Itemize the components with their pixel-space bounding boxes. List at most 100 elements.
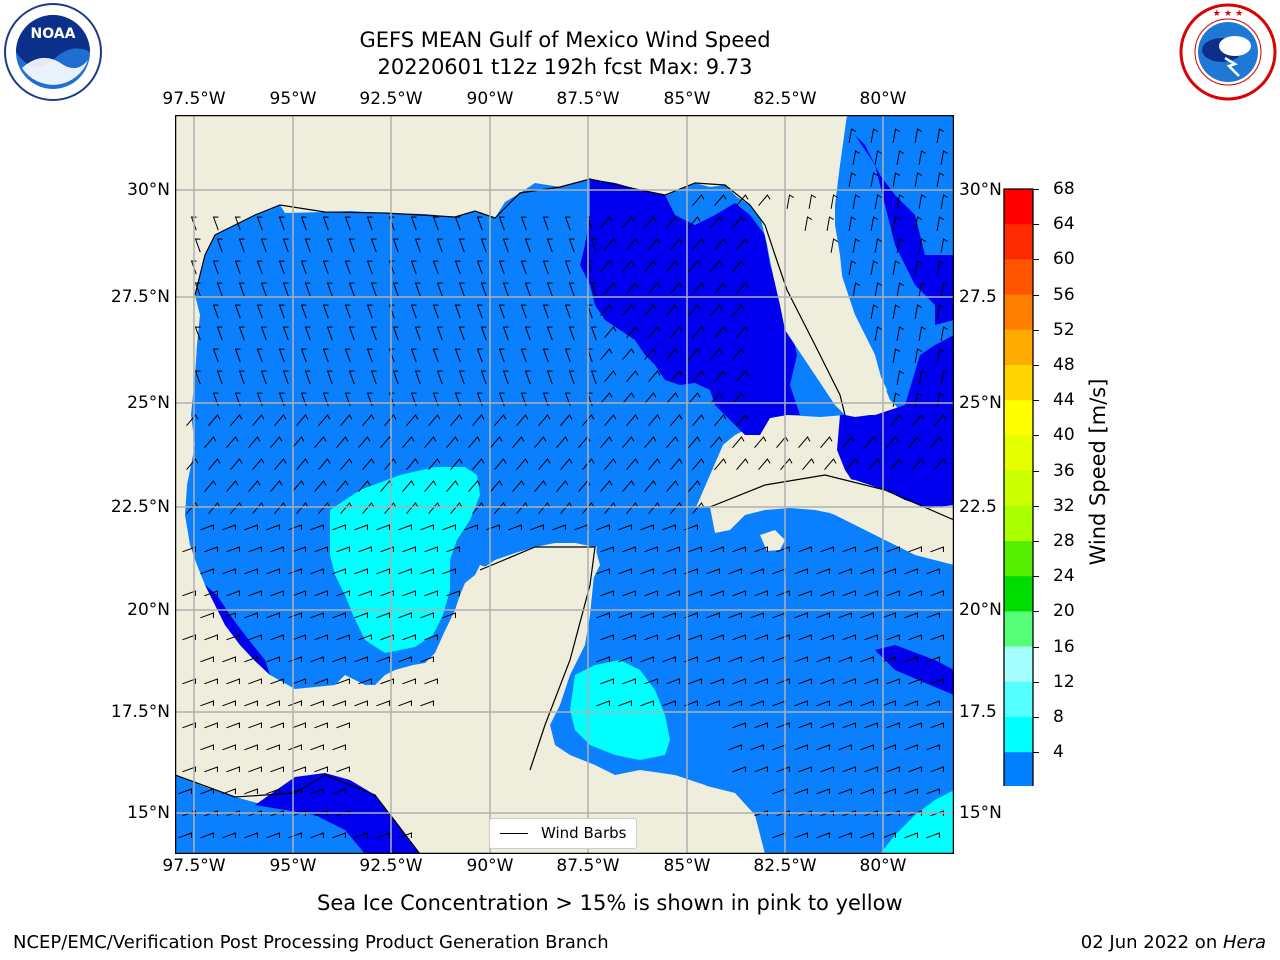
wind-barb [560,458,573,471]
wind-barb [314,634,329,641]
wind-barb [732,348,745,361]
wind-barb [244,656,259,663]
wind-barb [454,348,461,363]
colorbar-segment [1004,470,1033,507]
wind-barb [892,172,901,187]
footer-date-text: 02 Jun 2022 on [1080,932,1223,953]
wind-barb [936,260,945,275]
wind-barb [604,282,617,295]
colorbar-segment [1004,224,1033,260]
wind-barb [424,634,439,641]
wind-barb [260,282,267,297]
wind-barb [420,700,435,707]
wind-barb [776,810,791,817]
wind-barb [798,634,813,641]
wind-barb [454,392,461,407]
high-wind-region-bay-of-campeche [330,467,480,653]
noaa-logo: NOAA [4,3,102,101]
wind-barb [398,832,413,839]
colorbar-tick-mark [1033,400,1039,402]
wind-barb [358,678,373,685]
wind-barb [886,810,901,817]
wind-barb [450,502,463,515]
wind-barb [798,436,811,449]
wind-barb [648,282,661,295]
wind-barb [472,458,485,471]
colorbar-segment [1004,681,1033,718]
wind-barb [222,612,237,619]
wind-barb [600,348,613,361]
colorbar-segment [1004,717,1033,753]
wind-barb [366,304,373,319]
wind-barb [886,436,899,449]
wind-barb [626,326,639,339]
wind-barb [332,568,347,575]
wind-barb [248,480,261,493]
wind-barb [230,414,243,427]
lat-tick-right: 15°N [959,803,1002,823]
wind-barb [392,238,399,253]
wind-barbs-layer [178,128,949,839]
wind-barb [204,436,217,449]
wind-barb [244,832,259,839]
wind-barb [414,370,421,385]
wind-barb [904,788,919,795]
wind-barb [226,634,241,641]
colorbar-tick-mark [1033,752,1039,754]
wind-barb [216,326,223,341]
colorbar-tick-mark [1033,294,1039,296]
wind-barb [292,766,307,773]
wind-barb [914,260,923,275]
wind-barb [838,744,853,751]
lat-tick-right: 27.5 [959,287,997,307]
wind-barb [754,810,769,817]
wind-barb [182,590,197,597]
wind-barb [870,128,879,143]
wind-barb [644,678,659,685]
wind-barb [568,282,575,297]
wind-barb [896,194,905,209]
lon-tick-top: 97.5°W [162,89,226,109]
wind-barb [450,458,463,471]
wind-barb [798,766,813,773]
wind-barb [754,678,769,685]
wind-barb [292,480,305,493]
wind-barb [450,414,463,427]
wind-barb [524,238,531,253]
wind-barb [622,436,635,449]
wind-barb [256,304,263,319]
wind-barb [824,458,837,471]
colorbar-tick-label: 48 [1053,355,1075,375]
colorbar-tick-mark [1033,435,1039,437]
wind-barb [892,260,901,275]
wind-barb [340,414,353,427]
wind-barb [354,832,369,839]
wind-barb [200,744,215,751]
wind-barb [926,656,941,663]
wind-barb [516,414,529,427]
wind-barb [310,656,325,663]
colorbar-tick-mark [1033,576,1039,578]
wind-barb [248,546,263,553]
wind-barb [388,304,395,319]
wind-barb [538,458,551,471]
wind-barb [238,238,245,253]
yucatan-peninsula [415,543,600,780]
wind-barb [204,810,219,817]
wind-barb [556,480,569,493]
wind-barb [732,634,747,641]
wind-barb [776,634,791,641]
wind-barb [524,326,531,341]
wind-barb [442,524,457,531]
wind-barb [204,634,219,641]
wind-barb [420,568,435,575]
lat-tick-left: 22.5°N [110,497,170,517]
wind-barb [882,700,897,707]
lon-tick-bottom: 80°W [859,856,907,876]
wind-barb [244,788,259,795]
wind-barb [842,722,857,729]
lat-tick-left: 25°N [127,393,170,413]
wind-barb [604,370,617,383]
wind-barb [292,546,307,553]
wind-barb [816,568,831,575]
